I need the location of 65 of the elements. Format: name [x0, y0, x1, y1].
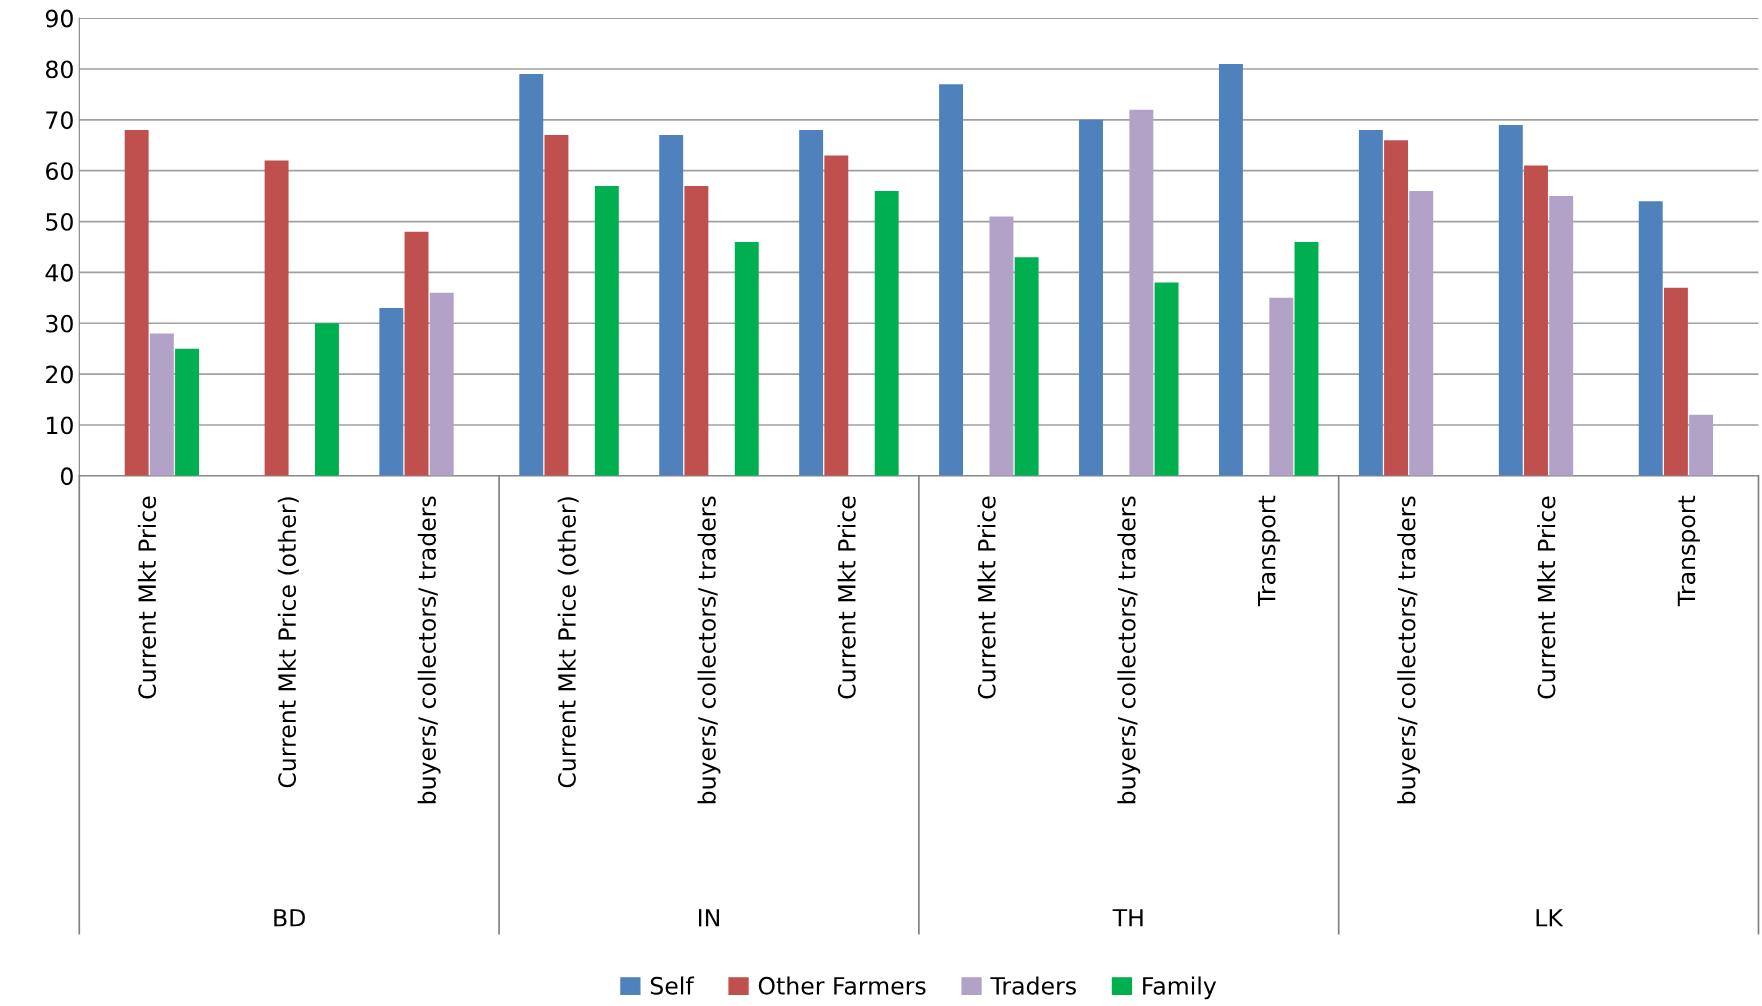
- x-tick-label: buyers/ collectors/ traders: [1117, 496, 1141, 804]
- bar: [1549, 196, 1574, 476]
- text: LK: [1536, 909, 1564, 927]
- legend-label: Other Farmers: [758, 976, 926, 995]
- x-tick-label: Current Mkt Price: [837, 496, 856, 699]
- y-tick-label: 70: [46, 111, 73, 130]
- legend-label: Self: [650, 976, 695, 995]
- y-tick-label: 10: [46, 416, 73, 435]
- y-tick-label: 80: [45, 60, 73, 79]
- text: TH: [1112, 909, 1143, 927]
- x-tick-label: Transport: [1258, 495, 1281, 607]
- bar: [734, 241, 759, 476]
- x-tick-label: buyers/ collectors/ traders: [417, 496, 441, 804]
- bar: [874, 191, 899, 476]
- bar: [1384, 140, 1409, 476]
- y-tick-label: 40: [45, 263, 73, 282]
- bar: [315, 323, 339, 476]
- legend-label: Family: [1143, 976, 1217, 1000]
- bar: [1663, 287, 1688, 476]
- legend-label: Traders: [990, 976, 1076, 995]
- bar: [1218, 63, 1243, 476]
- bar: [684, 185, 709, 476]
- y-tick-label: 50: [46, 212, 73, 231]
- bar: [404, 231, 429, 476]
- bar: [379, 308, 404, 476]
- bar: [1014, 257, 1039, 476]
- x-tick-label: Current Mkt Price (other): [557, 497, 579, 788]
- y-tick-label: 60: [46, 162, 73, 180]
- text: IN: [698, 909, 719, 927]
- bar: [264, 160, 289, 476]
- bar: [1269, 297, 1294, 476]
- x-tick-label: Current Mkt Price: [137, 496, 157, 699]
- x-tick-label: Current Mkt Price: [1537, 496, 1556, 699]
- x-tick-label: Transport: [1677, 495, 1700, 607]
- bar: [429, 292, 454, 476]
- bar: [544, 135, 569, 476]
- bar: [1524, 165, 1548, 476]
- bar: [1129, 109, 1154, 476]
- bar: [939, 84, 964, 476]
- bar: [1358, 130, 1383, 476]
- bar: [989, 216, 1014, 476]
- x-tick-label: Current Mkt Price: [977, 496, 996, 699]
- y-tick-label: 30: [46, 314, 73, 333]
- y-tick-label: 90: [45, 9, 73, 28]
- bar: [1638, 201, 1663, 476]
- bar: [519, 74, 544, 476]
- bar: [175, 348, 199, 476]
- bar: [824, 155, 849, 476]
- bar: [594, 185, 619, 476]
- x-tick-label: buyers/ collectors/ traders: [697, 496, 721, 804]
- bar: [124, 130, 149, 476]
- bar: [1409, 191, 1434, 476]
- text: BD: [274, 909, 305, 927]
- y-tick-label: 0: [60, 467, 73, 486]
- bar: [1689, 414, 1714, 476]
- bar: [1154, 282, 1179, 476]
- x-tick-label: buyers/ collectors/ traders: [1397, 496, 1421, 804]
- bar: [1294, 241, 1319, 476]
- y-tick-label: 20: [46, 365, 73, 384]
- bar: [1079, 119, 1103, 476]
- bar: [1498, 124, 1523, 476]
- bar: [149, 333, 174, 476]
- x-tick-label: Current Mkt Price (other): [277, 497, 299, 788]
- bar: [799, 130, 824, 476]
- bar: [659, 135, 684, 476]
